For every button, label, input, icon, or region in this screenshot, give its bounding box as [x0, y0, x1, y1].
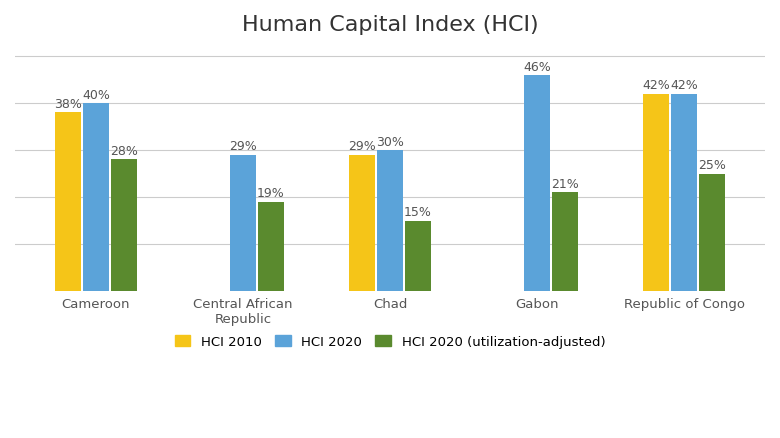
Bar: [699, 174, 725, 291]
Legend: HCI 2010, HCI 2020, HCI 2020 (utilization-adjusted): HCI 2010, HCI 2020, HCI 2020 (utilizatio…: [169, 329, 611, 353]
Text: 28%: 28%: [110, 145, 138, 158]
Text: 29%: 29%: [348, 140, 376, 153]
Bar: [349, 155, 375, 291]
Bar: [405, 221, 431, 291]
Text: 42%: 42%: [670, 79, 698, 92]
Text: 15%: 15%: [404, 206, 432, 219]
Bar: [55, 113, 81, 291]
Bar: [551, 193, 578, 291]
Text: 46%: 46%: [523, 60, 551, 73]
Text: 38%: 38%: [54, 98, 82, 111]
Text: 25%: 25%: [698, 159, 726, 172]
Bar: [377, 151, 403, 291]
Text: 29%: 29%: [229, 140, 257, 153]
Text: 19%: 19%: [257, 187, 285, 200]
Bar: [671, 95, 697, 291]
Bar: [111, 160, 137, 291]
Bar: [83, 104, 109, 291]
Text: 30%: 30%: [376, 135, 404, 148]
Bar: [229, 155, 256, 291]
Text: 21%: 21%: [551, 177, 579, 191]
Bar: [643, 95, 669, 291]
Text: 42%: 42%: [642, 79, 670, 92]
Text: 40%: 40%: [82, 88, 110, 102]
Title: Human Capital Index (HCI): Human Capital Index (HCI): [242, 15, 538, 35]
Bar: [257, 202, 284, 291]
Bar: [524, 76, 551, 291]
